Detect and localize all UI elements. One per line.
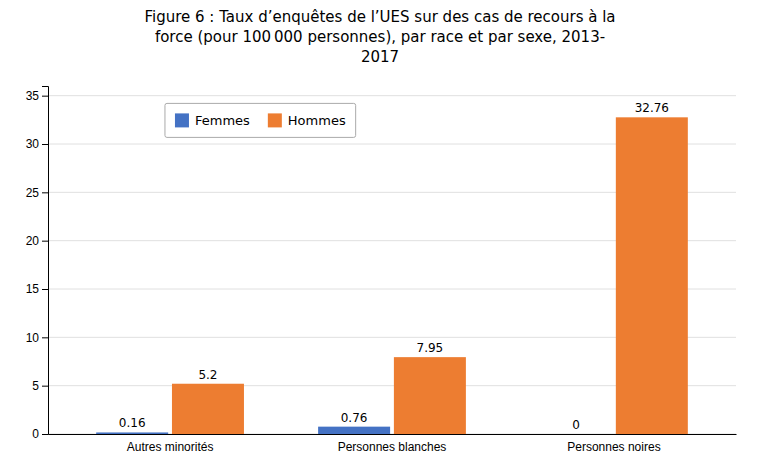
tick-label: 5 xyxy=(32,379,39,393)
tick: Autres minorités xyxy=(127,440,214,454)
legend-label: Femmes xyxy=(195,113,250,128)
axis-line xyxy=(42,87,49,435)
tick-label: 20 xyxy=(26,234,40,248)
legend-label: Hommes xyxy=(288,113,346,128)
tick: 5 xyxy=(32,379,48,393)
tick: 35 xyxy=(26,89,48,103)
tick-label: 35 xyxy=(26,89,40,103)
bar xyxy=(172,384,244,434)
tick: Personnes blanches xyxy=(338,440,447,454)
bar xyxy=(540,434,612,435)
legend-box xyxy=(165,103,356,137)
bar xyxy=(96,432,168,434)
title-line: force (pour 100 000 personnes), par race… xyxy=(155,28,605,46)
title: Figure 6 : Taux d’enquêtes de l’UES sur … xyxy=(144,8,615,66)
legend-swatch xyxy=(268,113,282,127)
tick: 15 xyxy=(26,282,48,296)
grid xyxy=(48,96,736,434)
tick-label: 15 xyxy=(26,282,40,296)
plot: 0 5 10 15 20 25 30 35 Autres minorités Personnes … xyxy=(26,87,737,454)
bar xyxy=(616,117,688,434)
bars xyxy=(96,117,688,434)
legend-item: Femmes xyxy=(175,113,250,128)
tick: 20 xyxy=(26,234,48,248)
tick-mark xyxy=(42,192,48,193)
axis-line xyxy=(49,434,737,435)
data-label: 0.16 xyxy=(119,416,146,430)
title-line: Figure 6 : Taux d’enquêtes de l’UES sur … xyxy=(144,8,615,26)
tick: 30 xyxy=(26,137,48,151)
tick-label: Personnes noires xyxy=(567,440,660,454)
data-label: 7.95 xyxy=(417,341,444,355)
tick: Personnes noires xyxy=(567,440,660,454)
data-label: 32.76 xyxy=(635,101,669,115)
bar xyxy=(318,427,390,434)
data-label: 5.2 xyxy=(198,368,217,382)
tick: 25 xyxy=(26,186,48,200)
tick-label: Autres minorités xyxy=(127,440,214,454)
tick-label: 25 xyxy=(26,186,40,200)
tick-mark xyxy=(42,434,48,435)
title-line: 2017 xyxy=(361,48,399,66)
data-labels: 0.16 0.76 0 5.2 7.95 32.76 xyxy=(119,101,669,432)
tick-label: 10 xyxy=(26,331,40,345)
tick-label: 0 xyxy=(32,427,39,441)
tick-mark xyxy=(42,96,48,97)
bar xyxy=(394,357,466,434)
legend-item: Hommes xyxy=(268,113,346,128)
tick: 10 xyxy=(26,331,48,345)
chart: Figure 6 : Taux d’enquêtes de l’UES sur … xyxy=(0,0,760,474)
data-label: 0.76 xyxy=(341,411,368,425)
tick-mark xyxy=(42,289,48,290)
legend: Femmes Hommes xyxy=(165,103,356,137)
tick-label: 30 xyxy=(26,137,40,151)
tick-mark xyxy=(42,144,48,145)
tick-mark xyxy=(42,241,48,242)
tick-mark xyxy=(42,386,48,387)
tick: 0 xyxy=(32,427,48,441)
legend-swatch xyxy=(175,113,189,127)
tick-label: Personnes blanches xyxy=(338,440,447,454)
x-axis: Autres minorités Personnes blanches Person… xyxy=(49,435,737,454)
grid-line xyxy=(48,95,736,96)
data-label: 0 xyxy=(572,418,580,432)
y-axis: 0 5 10 15 20 25 30 35 xyxy=(26,87,49,442)
tick-mark xyxy=(42,337,48,338)
